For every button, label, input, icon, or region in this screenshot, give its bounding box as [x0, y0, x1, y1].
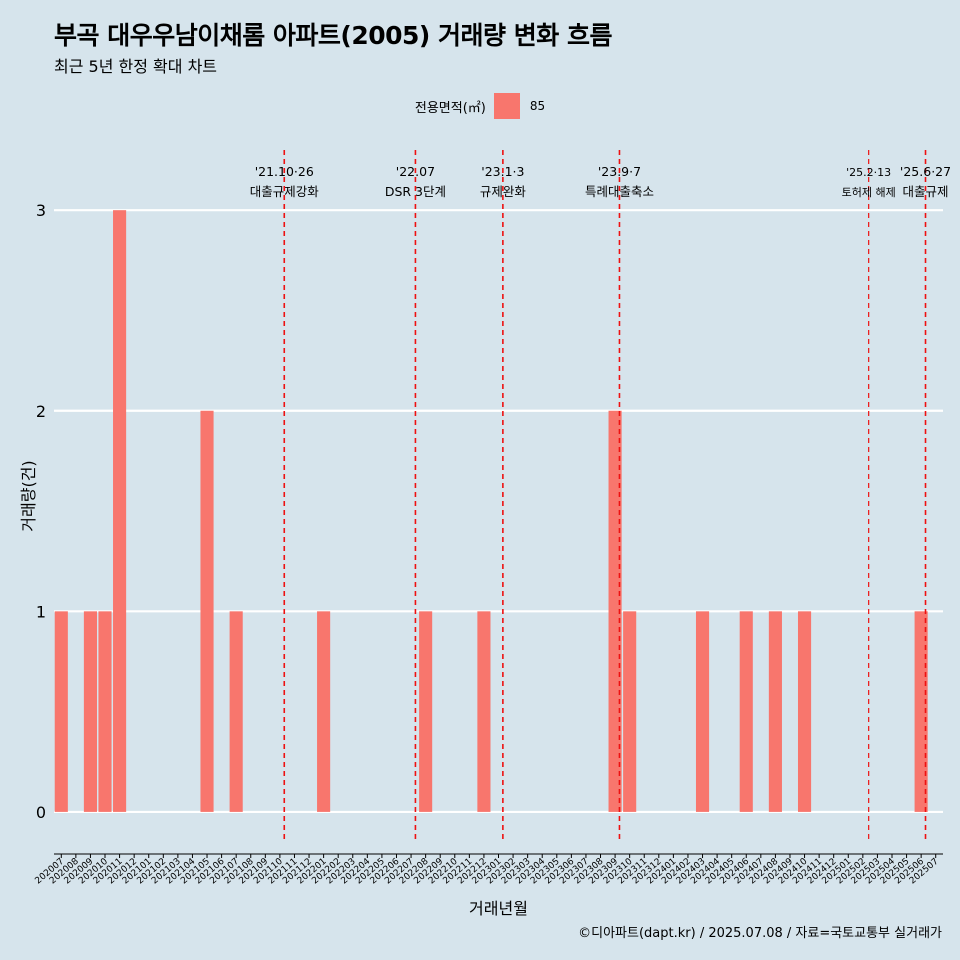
bar [768, 611, 782, 812]
event-label: 대출규제 [903, 184, 949, 199]
bar [914, 611, 928, 812]
chart-subtitle: 최근 5년 한정 확대 차트 [54, 57, 218, 76]
legend: 전용면적(㎡) 85 [0, 93, 960, 119]
bar [419, 611, 433, 812]
event-label: 대출규제강화 [250, 184, 320, 199]
bar [98, 611, 112, 812]
bar [83, 611, 97, 812]
y-tick-label: 2 [36, 402, 46, 421]
bar [477, 611, 491, 812]
bar [317, 611, 331, 812]
event-date-label: '21.10·26 [255, 164, 314, 179]
legend-label: 85 [529, 99, 546, 113]
bar [200, 410, 214, 812]
event-label: DSR 3단계 [385, 184, 446, 199]
event-label: 특례대출축소 [585, 184, 654, 199]
event-label: 규제완화 [480, 184, 527, 199]
y-axis-title: 거래량(건) [19, 460, 38, 531]
event-label: 토허제 해제 [842, 185, 896, 199]
y-tick-label: 1 [36, 602, 46, 621]
y-tick-label: 0 [36, 803, 46, 822]
y-tick-label: 3 [36, 201, 46, 220]
bar [623, 611, 637, 812]
bar [739, 611, 753, 812]
event-date-label: '25.2·13 [846, 166, 891, 179]
legend-title: 전용면적(㎡) [414, 100, 486, 116]
bar [695, 611, 710, 812]
x-axis-title: 거래년월 [469, 899, 528, 918]
event-date-label: '23.1·3 [481, 164, 524, 179]
event-date-label: '22.07 [396, 164, 435, 179]
event-date-label: '23.9·7 [598, 164, 641, 179]
bar [54, 611, 68, 812]
chart-title: 부곡 대우우남이채롬 아파트(2005) 거래량 변화 흐름 [54, 21, 612, 50]
bar [113, 210, 127, 812]
event-date-label: '25.6·27 [900, 164, 951, 179]
bar [229, 611, 243, 812]
caption: ©디아파트(dapt.kr) / 2025.07.08 / 자료=국토교통부 실… [578, 926, 942, 941]
bar [608, 410, 622, 812]
legend-key [493, 93, 520, 119]
bar [797, 611, 812, 812]
